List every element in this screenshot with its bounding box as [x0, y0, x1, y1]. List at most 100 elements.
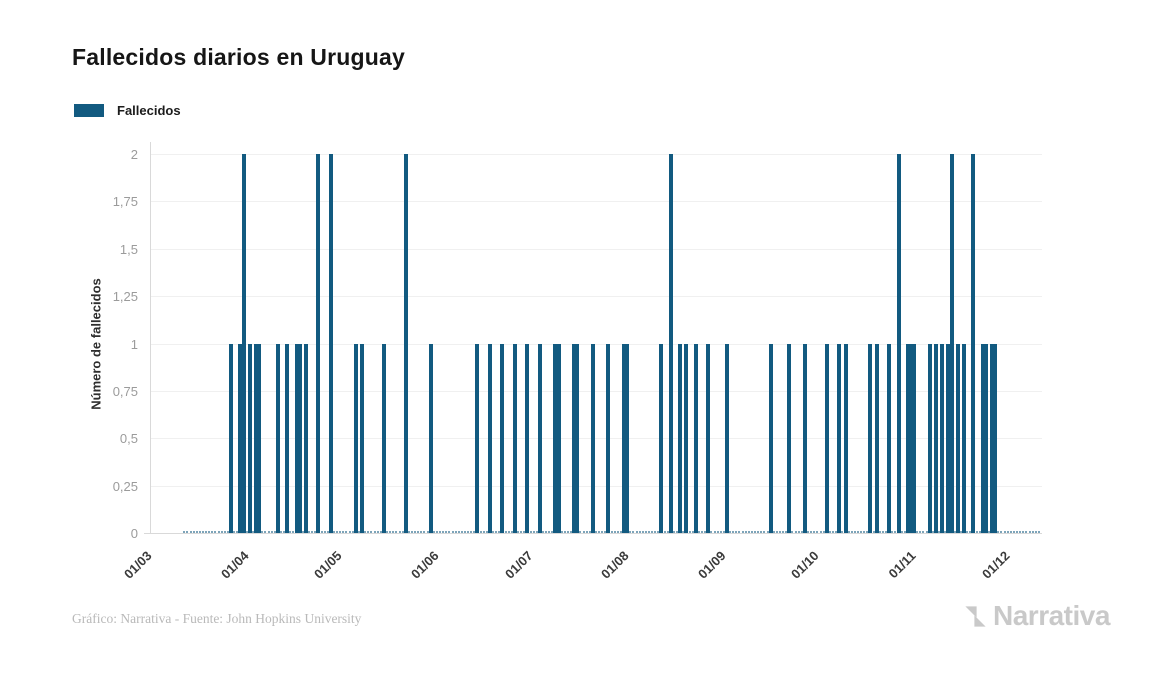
zero-bar: [464, 531, 466, 533]
zero-bar: [551, 531, 554, 533]
zero-bar: [479, 531, 482, 533]
narrativa-logo-text: Narrativa: [993, 600, 1110, 631]
zero-bar: [613, 531, 616, 533]
bar: [724, 343, 729, 533]
zero-bar: [454, 531, 457, 533]
zero-bar: [342, 531, 345, 533]
zero-bar: [1028, 531, 1031, 533]
zero-bar: [373, 531, 376, 533]
zero-bar: [638, 531, 641, 533]
bar: [316, 154, 321, 533]
bar: [874, 343, 879, 533]
zero-bar: [635, 531, 638, 533]
zero-bar: [473, 531, 476, 533]
bar: [572, 343, 577, 533]
bar: [606, 343, 611, 533]
zero-bar: [688, 531, 691, 533]
bar: [868, 343, 873, 533]
zero-bar: [735, 531, 738, 533]
zero-bar: [766, 531, 769, 533]
gridline: [150, 485, 1042, 487]
zero-bar: [856, 531, 859, 533]
bar: [940, 343, 945, 533]
zero-bar: [598, 531, 601, 533]
zero-bar: [448, 531, 451, 533]
zero-bar: [566, 531, 569, 533]
zero-bar: [233, 531, 236, 533]
zero-bar: [810, 531, 813, 533]
zero-bar: [816, 531, 819, 533]
zero-bar: [841, 531, 844, 533]
bar: [275, 343, 280, 533]
zero-bar: [410, 531, 413, 533]
bar: [475, 343, 480, 533]
bar: [285, 343, 290, 533]
zero-bar: [585, 531, 588, 533]
y-axis-tick-label: 1,25: [112, 289, 138, 305]
y-axis-tick-label: 1,5: [119, 241, 138, 257]
zero-bar: [320, 531, 323, 533]
bar: [678, 343, 683, 533]
bar: [927, 343, 932, 533]
zero-bar: [813, 531, 816, 533]
zero-bar: [495, 531, 498, 533]
bar: [980, 343, 985, 533]
bar: [537, 343, 542, 533]
bar: [887, 343, 892, 533]
zero-bar: [760, 531, 763, 533]
zero-bar: [367, 531, 370, 533]
bar: [905, 343, 910, 533]
zero-bar: [267, 531, 270, 533]
bar: [802, 343, 807, 533]
bar: [983, 343, 988, 533]
zero-bar: [407, 531, 410, 533]
y-axis-tick-label: 1: [130, 336, 138, 352]
zero-bar: [498, 531, 501, 533]
bar: [768, 343, 773, 533]
zero-bar: [205, 531, 208, 533]
zero-bar: [775, 531, 778, 533]
zero-bar: [797, 531, 800, 533]
bar: [553, 343, 558, 533]
zero-bar: [401, 531, 404, 533]
bar: [625, 343, 630, 533]
bar: [360, 343, 365, 533]
zero-bar: [860, 531, 863, 533]
zero-bar: [978, 531, 981, 533]
zero-bar: [1012, 531, 1015, 533]
zero-bar: [517, 531, 520, 533]
zero-bar: [619, 531, 622, 533]
zero-bar: [326, 531, 329, 533]
zero-bar: [186, 531, 189, 533]
zero-bar: [492, 531, 495, 533]
bar: [993, 343, 998, 533]
zero-bar: [757, 531, 760, 533]
zero-bar: [582, 531, 585, 533]
zero-bar: [1006, 531, 1009, 533]
zero-bar: [1016, 531, 1019, 533]
zero-bar: [601, 531, 604, 533]
zero-bar: [323, 531, 326, 533]
zero-bar: [595, 531, 597, 533]
zero-bar: [794, 531, 797, 533]
zero-bar: [423, 531, 426, 533]
zero-bar: [850, 531, 853, 533]
bar: [229, 343, 234, 533]
bar: [668, 154, 673, 533]
zero-bar: [211, 531, 214, 533]
bar: [933, 343, 938, 533]
zero-bar: [439, 531, 442, 533]
zero-bar: [1034, 531, 1037, 533]
x-axis-tick-label: 01/09: [694, 548, 729, 582]
bar: [955, 343, 960, 533]
zero-bar: [532, 531, 535, 533]
zero-bar: [931, 531, 934, 533]
zero-bar: [1031, 531, 1034, 533]
zero-bar: [944, 531, 947, 533]
zero-bar: [339, 531, 342, 533]
x-axis-tick-label: 01/05: [311, 548, 345, 582]
zero-bar: [336, 531, 339, 533]
zero-bar: [570, 531, 573, 533]
zero-bar: [672, 531, 675, 533]
y-axis-tick-label: 2: [130, 147, 138, 162]
